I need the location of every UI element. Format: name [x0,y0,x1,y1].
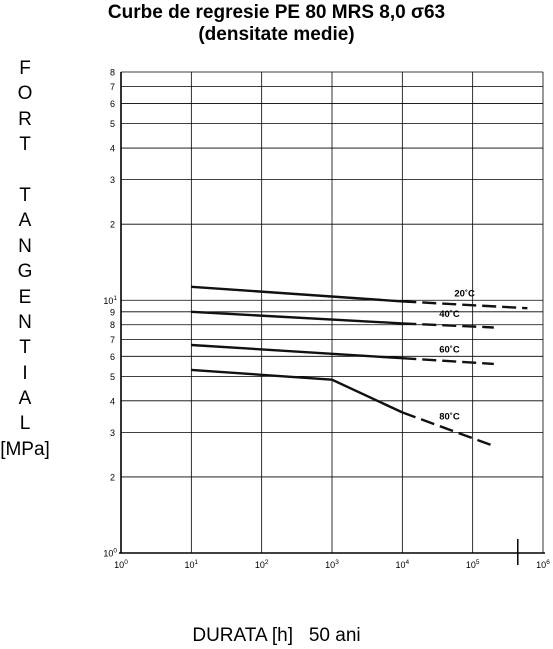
y-axis-label-letter: I [22,362,28,384]
series-label: 80˚C [439,412,460,423]
x-axis-label: DURATA [h] 50 ani [192,625,361,646]
x-tick-label: 106 [536,559,550,570]
series-line-solid [191,343,403,360]
series-line-solid [191,310,403,325]
series-line-dashed [401,411,495,448]
y-axis-label-letter: T [19,337,31,359]
y-tick-label: 6 [110,352,115,362]
series-line-dashed [402,357,494,366]
series-line-dashed [402,322,494,329]
x-tick-label: 100 [114,559,128,570]
y-tick-label: 7 [110,82,115,92]
series-line-solid [191,285,403,303]
x-tick-label: 102 [255,559,269,570]
x-tick-label: 101 [185,559,199,570]
y-tick-label: 9 [110,307,115,317]
y-tick-label: 8 [110,320,115,330]
y-axis-label-letter: T [19,184,31,206]
y-axis-label-letter: L [19,413,31,435]
y-axis-label-letter: A [18,388,32,410]
y-tick-label: 3 [110,428,115,438]
y-tick-label: 4 [110,144,115,154]
series-line-solid [191,368,403,414]
series-label: 40˚C [439,309,460,320]
y-tick-label: 7 [110,335,115,345]
y-axis-label: F O R T T A N G E N T I A L [MPa] [0,56,50,462]
chart-title: Curbe de regresie PE 80 MRS 8,0 σ63 [107,2,446,23]
y-axis-label-letter: T [19,134,31,156]
y-tick-label: 5 [110,119,115,129]
y-axis-label-letter: A [18,210,32,232]
chart-subtitle: (densitate medie) [198,24,355,45]
y-tick-label: 4 [110,396,115,406]
y-tick-label: 8 [110,68,115,78]
y-axis-label-unit: [MPa] [0,438,50,460]
y-axis-label-letter: F [19,58,31,79]
y-axis-label-letter: O [17,83,33,105]
y-axis-label-letter: N [18,311,32,333]
y-tick-label: 2 [110,220,115,230]
y-tick-label: 2 [110,472,115,482]
y-tick-label: 101 [103,295,117,306]
y-tick-label: 6 [110,99,115,109]
y-axis-label-letter: R [18,108,32,130]
series-label: 60˚C [439,345,460,356]
x-tick-label: 105 [466,559,480,570]
x-tick-label: 103 [325,559,339,570]
y-axis-label-letter: G [17,261,33,283]
x-tick-label: 104 [396,559,410,570]
series-line-dashed [402,300,528,310]
y-tick-label: 100 [103,548,117,559]
y-axis-label-letter: N [18,235,32,257]
y-tick-label: 5 [110,372,115,382]
y-tick-label: 3 [110,175,115,185]
y-axis-label-letter: E [18,286,32,308]
series-label: 20˚C [454,288,475,299]
